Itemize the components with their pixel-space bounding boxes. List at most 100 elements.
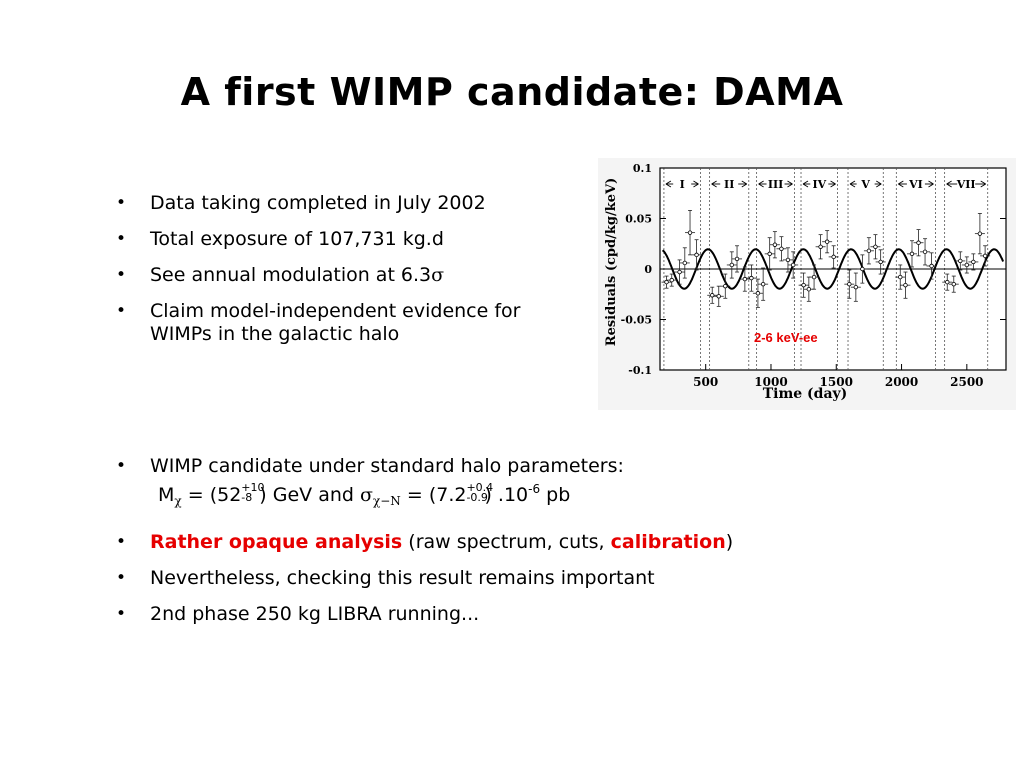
sigma-symbol: σ bbox=[431, 264, 445, 286]
data-marker bbox=[847, 281, 852, 287]
data-point bbox=[948, 275, 959, 293]
data-point bbox=[666, 273, 677, 287]
data-marker bbox=[860, 266, 865, 272]
phase-arrowhead bbox=[758, 180, 793, 188]
phase-label: VII bbox=[956, 178, 976, 191]
sigma-symbol: σ bbox=[360, 484, 373, 506]
data-point bbox=[788, 251, 799, 279]
cross-section-error-up: +0.4 bbox=[466, 480, 494, 494]
data-marker bbox=[767, 251, 772, 257]
data-marker bbox=[903, 282, 908, 288]
data-marker bbox=[831, 254, 836, 260]
list-item: Data taking completed in July 2002 bbox=[112, 192, 592, 215]
data-point bbox=[906, 240, 917, 268]
x-tick-label: 1000 bbox=[754, 375, 787, 389]
data-point bbox=[803, 276, 814, 302]
data-marker bbox=[779, 246, 784, 251]
mass-label: M bbox=[158, 484, 175, 506]
bullet-text: 2nd phase 250 kg LIBRA running... bbox=[150, 603, 480, 625]
data-marker bbox=[710, 293, 715, 298]
summary-list: Data taking completed in July 2002 Total… bbox=[112, 192, 592, 359]
list-item: See annual modulation at 6.3σ bbox=[112, 264, 592, 287]
y-tick-label: 0.05 bbox=[625, 213, 652, 226]
list-item: Nevertheless, checking this result remai… bbox=[112, 567, 872, 590]
data-marker bbox=[824, 239, 830, 244]
sigma-subscript: χ−N bbox=[372, 494, 401, 508]
highlight-text: calibration bbox=[610, 531, 726, 553]
data-marker bbox=[729, 262, 735, 268]
data-marker bbox=[811, 274, 817, 280]
data-marker bbox=[873, 244, 878, 249]
data-point bbox=[732, 245, 743, 273]
data-marker bbox=[785, 257, 791, 263]
data-point bbox=[857, 254, 868, 284]
mass-unit: ) GeV and bbox=[259, 484, 354, 506]
phase-arrowhead bbox=[849, 180, 882, 188]
data-marker bbox=[742, 276, 748, 282]
data-point bbox=[961, 256, 972, 274]
cross-section-error-down: -0.9 bbox=[466, 490, 488, 504]
data-marker bbox=[971, 259, 976, 265]
y-tick-label: 0.1 bbox=[633, 162, 652, 175]
list-item: 2nd phase 250 kg LIBRA running... bbox=[112, 603, 872, 626]
data-marker bbox=[694, 252, 699, 258]
list-item: WIMP candidate under standard halo param… bbox=[112, 455, 872, 513]
data-point bbox=[739, 266, 750, 292]
list-item: Claim model-independent evidence for WIM… bbox=[112, 300, 592, 346]
y-tick-label: 0 bbox=[644, 263, 652, 276]
data-point bbox=[900, 271, 911, 299]
phase-label: II bbox=[724, 178, 734, 191]
data-point bbox=[769, 231, 780, 259]
data-point bbox=[726, 251, 737, 279]
data-point bbox=[850, 272, 861, 302]
data-marker bbox=[958, 258, 963, 264]
data-point bbox=[980, 245, 991, 267]
exponent: -6 bbox=[528, 482, 541, 496]
data-point bbox=[758, 267, 769, 301]
data-point bbox=[782, 247, 793, 273]
data-marker bbox=[909, 251, 915, 257]
bullet-text: WIMPs in the galactic halo bbox=[150, 323, 400, 345]
data-marker bbox=[760, 281, 766, 287]
data-marker bbox=[687, 230, 693, 235]
data-point bbox=[942, 273, 953, 291]
data-point bbox=[875, 249, 886, 275]
data-point bbox=[691, 239, 702, 271]
x-tick-label: 2000 bbox=[885, 375, 918, 389]
mass-value: = (52 bbox=[187, 484, 242, 506]
data-point bbox=[746, 264, 757, 292]
mass-error-up: +10 bbox=[241, 480, 265, 494]
data-marker bbox=[677, 269, 682, 275]
data-point bbox=[764, 237, 775, 271]
data-marker bbox=[898, 274, 903, 280]
data-marker bbox=[772, 242, 778, 247]
cross-section-factor: ) .10 bbox=[484, 484, 529, 506]
data-marker bbox=[951, 281, 956, 287]
x-axis-label: Time (day) bbox=[763, 386, 848, 402]
data-point bbox=[913, 229, 924, 257]
data-point bbox=[713, 285, 724, 307]
x-tick-label: 500 bbox=[693, 375, 718, 389]
data-point bbox=[955, 251, 966, 271]
data-marker bbox=[669, 277, 674, 283]
cosine-fit-curve bbox=[661, 248, 1005, 290]
cross-section-value: = (7.2 bbox=[406, 484, 467, 506]
data-marker bbox=[801, 282, 806, 288]
data-marker bbox=[806, 286, 812, 292]
bullet-text: See annual modulation at 6.3 bbox=[150, 264, 432, 286]
mass-error: +10 -8 bbox=[241, 482, 264, 506]
phase-label: V bbox=[860, 178, 870, 191]
data-point bbox=[679, 247, 690, 279]
highlight-text: Rather opaque analysis bbox=[150, 531, 403, 553]
phase-arrowhead bbox=[946, 180, 986, 188]
chi-subscript: χ bbox=[174, 494, 182, 508]
phase-label: I bbox=[680, 178, 685, 191]
bullet-text: WIMP candidate under standard halo param… bbox=[150, 455, 624, 477]
slide-title: A first WIMP candidate: DAMA bbox=[180, 70, 844, 114]
data-marker bbox=[723, 283, 728, 289]
data-marker bbox=[716, 294, 721, 299]
data-marker bbox=[977, 231, 983, 236]
bullet-text: (raw spectrum, cuts, bbox=[408, 531, 605, 553]
data-point bbox=[968, 253, 979, 271]
data-point bbox=[661, 275, 672, 289]
